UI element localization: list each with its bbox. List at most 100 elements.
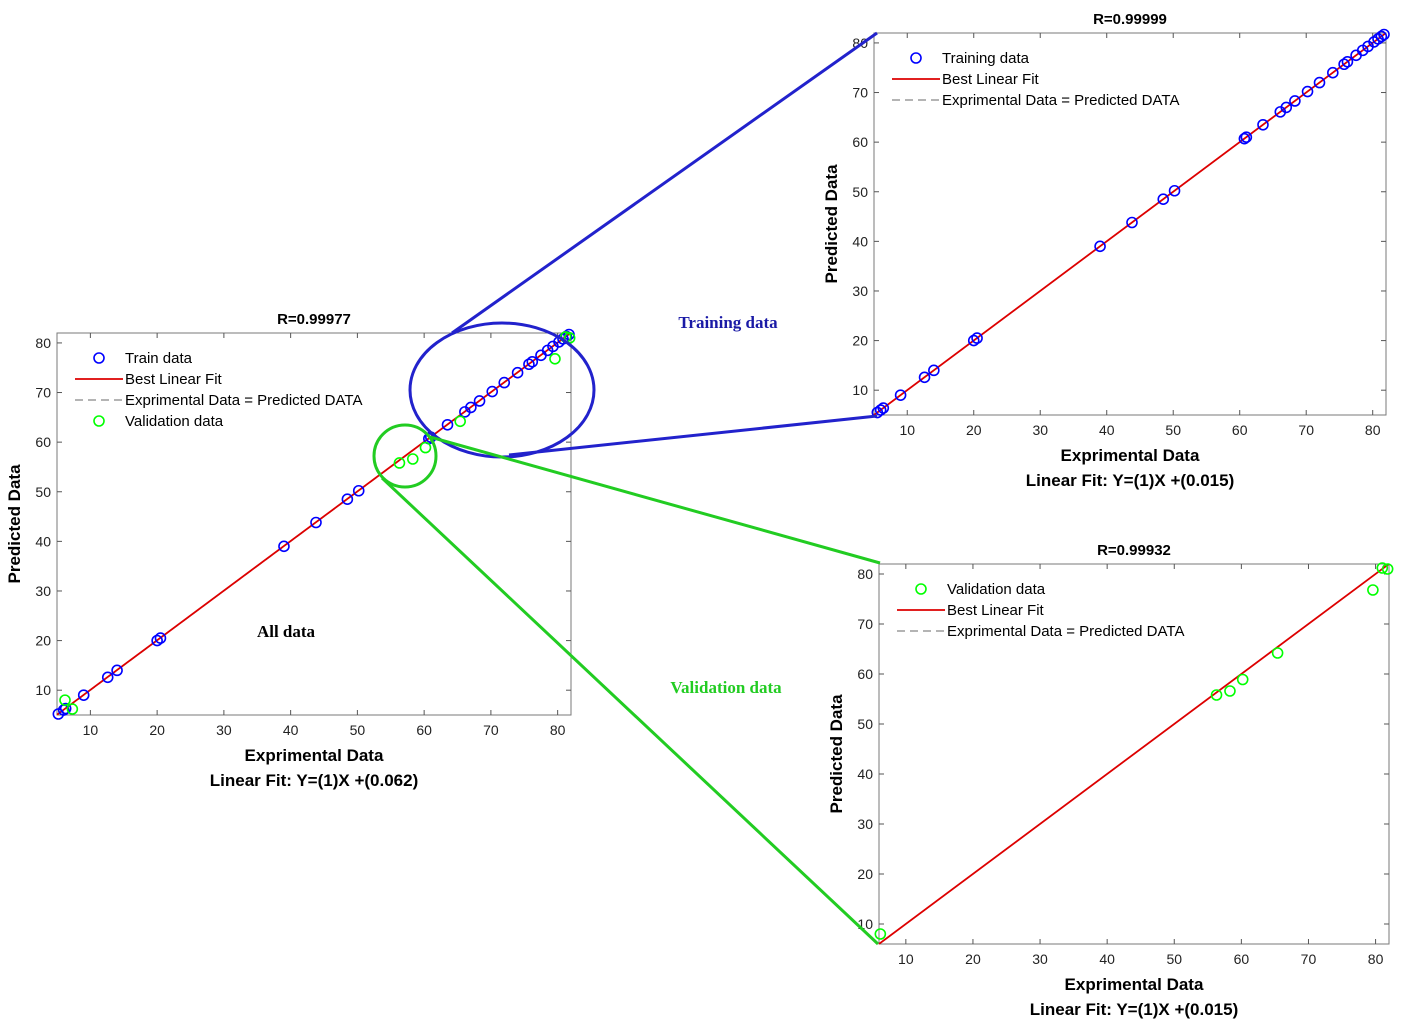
y-tick-label: 60 (35, 434, 51, 450)
data-point (874, 928, 887, 940)
fit-equation: Linear Fit: Y=(1)X +(0.015) (1026, 471, 1234, 490)
x-axis-label: Exprimental Data (1061, 446, 1200, 465)
y-tick-label: 70 (35, 385, 51, 401)
data-point (419, 441, 432, 454)
legend-label: Best Linear Fit (942, 71, 1040, 88)
x-tick-label: 50 (1166, 951, 1182, 967)
fit-equation: Linear Fit: Y=(1)X +(0.015) (1030, 1000, 1238, 1019)
y-tick-label: 60 (852, 134, 868, 150)
data-point (454, 415, 466, 428)
data-point (465, 401, 477, 414)
data-point (1367, 584, 1379, 596)
y-tick-label: 40 (857, 766, 873, 782)
y-tick-label: 10 (35, 682, 51, 698)
annotation-training-data: Training data (678, 313, 778, 332)
x-tick-label: 20 (149, 722, 165, 738)
data-point (1210, 689, 1223, 701)
legend-label: Exprimental Data = Predicted DATA (947, 623, 1184, 640)
data-point (1289, 95, 1301, 107)
x-tick-label: 20 (965, 951, 981, 967)
y-axis-label: Predicted Data (822, 164, 841, 284)
y-tick-label: 60 (857, 666, 873, 682)
x-tick-label: 30 (216, 722, 232, 738)
data-point (526, 355, 539, 368)
series-validation-data (874, 562, 1394, 940)
data-point (874, 404, 887, 416)
series-train-data (52, 328, 575, 720)
x-axis-label: Exprimental Data (1065, 975, 1204, 994)
data-point (549, 352, 561, 365)
x-tick-label: 30 (1032, 422, 1048, 438)
x-tick-label: 50 (1165, 422, 1181, 438)
y-tick-label: 20 (35, 633, 51, 649)
legend-all: Train data Best Linear Fit Exprimental Dat… (75, 350, 362, 430)
legend-label: Training data (942, 50, 1030, 67)
legend-entry: Exprimental Data = Predicted DATA (75, 392, 362, 409)
data-point (1236, 673, 1249, 686)
data-point (1378, 28, 1390, 41)
legend-label: Exprimental Data = Predicted DATA (125, 392, 362, 409)
best-fit-line (56, 331, 572, 716)
x-tick-label: 40 (1099, 422, 1115, 438)
y-tick-label: 40 (852, 233, 868, 249)
data-point (59, 694, 71, 706)
annotation-validation-data: Validation data (670, 678, 782, 697)
data-point (59, 702, 72, 715)
data-point (1224, 685, 1236, 697)
data-point (1381, 563, 1394, 575)
legend-label: Best Linear Fit (947, 602, 1045, 619)
data-point (523, 358, 535, 371)
chart-title: R=0.99932 (1097, 542, 1171, 559)
y-axis-label: Predicted Data (5, 464, 24, 584)
legend-entry: Best Linear Fit (897, 602, 1045, 619)
x-tick-label: 60 (1234, 951, 1250, 967)
data-point (1126, 216, 1138, 229)
data-point (393, 457, 406, 469)
data-point (441, 418, 454, 431)
y-tick-label: 40 (35, 533, 51, 549)
chart-validation: 10 20 30 40 50 60 70 80 10 20 30 40 50 60 70 80 R=0.9993… (827, 542, 1394, 1019)
zoom-ellipse-validation (372, 423, 438, 489)
y-tick-label: 80 (35, 335, 51, 351)
data-point (66, 703, 79, 715)
best-fit-line (873, 32, 1387, 416)
data-point (473, 395, 486, 407)
x-tick-label: 10 (83, 722, 99, 738)
data-point (1094, 240, 1106, 253)
y-tick-label: 30 (35, 583, 51, 599)
x-tick-label: 80 (550, 722, 566, 738)
legend-validation: Validation data Best Linear Fit Exprimenta… (897, 581, 1184, 640)
y-tick-label: 10 (852, 382, 868, 398)
legend-label: Validation data (125, 413, 224, 430)
data-point (310, 516, 322, 529)
data-point (1238, 132, 1251, 145)
legend-entry: Train data (93, 350, 193, 367)
legend-label: Validation data (947, 581, 1046, 598)
data-point (341, 493, 354, 505)
y-axis-label: Predicted Data (827, 694, 846, 814)
legend-label: Train data (125, 350, 193, 367)
x-tick-label: 20 (966, 422, 982, 438)
y-tick-label: 70 (852, 85, 868, 101)
data-point (77, 689, 90, 701)
data-point (1313, 76, 1326, 89)
zoom-connectors (372, 31, 881, 946)
data-point (1157, 193, 1170, 205)
y-tick-label: 50 (852, 184, 868, 200)
x-axis-label: Exprimental Data (245, 746, 384, 765)
fit-equation: Linear Fit: Y=(1)X +(0.062) (210, 771, 418, 790)
x-tick-label: 50 (350, 722, 366, 738)
legend-swatch-marker (93, 352, 105, 364)
legend-label: Best Linear Fit (125, 371, 223, 388)
y-tick-label: 50 (35, 484, 51, 500)
y-tick-label: 80 (857, 566, 873, 582)
y-tick-label: 20 (852, 333, 868, 349)
data-point (511, 366, 524, 379)
data-point (894, 389, 907, 401)
zoom-line-validation-bottom (380, 476, 880, 946)
legend-entry: Validation data (93, 413, 224, 430)
legend-entry: Best Linear Fit (75, 371, 223, 388)
data-point (278, 540, 290, 553)
chart-training: 10 20 30 40 50 60 70 801020304050607080R=0.9999… (822, 11, 1390, 490)
data-point (1375, 30, 1388, 43)
